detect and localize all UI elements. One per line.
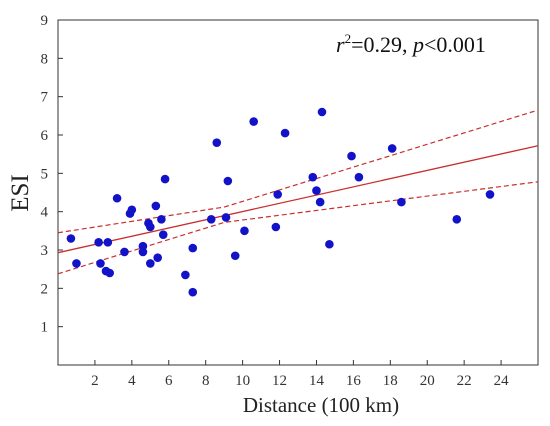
data-point: [146, 222, 155, 232]
data-point: [112, 193, 122, 203]
regression-line: [57, 145, 539, 254]
data-point: [387, 144, 397, 153]
data-point: [146, 259, 155, 268]
data-point: [317, 107, 327, 117]
regression-layer: [57, 109, 539, 275]
data-point: [72, 259, 81, 268]
data-point: [66, 234, 76, 243]
data-point: [325, 239, 334, 249]
data-point: [158, 230, 168, 239]
data-point: [188, 243, 198, 253]
y-tick-label: 7: [41, 90, 49, 106]
data-point: [315, 197, 325, 207]
data-point: [223, 176, 233, 186]
stats-annotation: r2=0.29, p<0.001: [336, 31, 486, 57]
data-point: [206, 215, 216, 224]
data-point: [127, 205, 137, 215]
data-point: [485, 190, 495, 199]
data-point: [230, 251, 240, 261]
data-point: [221, 213, 231, 222]
x-tick-label: 16: [346, 373, 362, 389]
x-tick-label: 2: [91, 373, 99, 389]
y-tick-label: 5: [41, 166, 49, 182]
x-tick-label: 14: [309, 373, 325, 389]
data-point: [354, 172, 364, 182]
r-exponent: 2: [345, 31, 352, 46]
data-point: [94, 238, 103, 247]
y-tick-label: 4: [41, 205, 49, 221]
data-point: [181, 270, 190, 280]
r-value: =0.29,: [351, 32, 413, 57]
data-point: [212, 138, 222, 147]
y-tick-label: 2: [41, 281, 49, 297]
x-tick-label: 24: [494, 373, 510, 389]
data-point: [347, 151, 356, 161]
data-point: [188, 287, 198, 297]
data-point: [240, 226, 249, 236]
x-axis-title: Distance (100 km): [243, 393, 399, 417]
confidence-upper-line: [57, 109, 539, 234]
p-symbol: p: [411, 32, 424, 57]
data-point: [103, 238, 113, 247]
data-point: [96, 259, 105, 268]
y-tick-label: 9: [41, 13, 49, 29]
data-point: [157, 215, 166, 224]
x-tick-label: 22: [457, 373, 472, 389]
data-point: [249, 117, 258, 126]
x-tick-label: 20: [420, 373, 435, 389]
data-point: [153, 253, 162, 262]
p-value: <0.001: [424, 32, 486, 57]
data-point: [308, 172, 318, 182]
confidence-lower-line: [57, 181, 539, 275]
data-point: [452, 215, 462, 224]
data-point: [397, 197, 406, 207]
data-point: [138, 247, 148, 257]
data-point: [160, 174, 170, 184]
data-point: [271, 222, 281, 232]
data-point: [151, 201, 161, 211]
y-tick-label: 6: [41, 128, 49, 144]
data-points: [66, 107, 495, 297]
plot-frame: [57, 19, 539, 366]
data-point: [120, 247, 129, 257]
y-axis-title: ESI: [7, 174, 34, 212]
y-tick-label: 8: [41, 51, 49, 67]
data-point: [280, 128, 290, 138]
x-tick-label: 10: [235, 373, 250, 389]
x-tick-label: 8: [202, 373, 210, 389]
r-symbol: r: [336, 32, 345, 57]
x-tick-label: 6: [165, 373, 173, 389]
data-point: [273, 190, 282, 199]
x-tick-label: 18: [383, 373, 398, 389]
y-tick-label: 3: [41, 243, 49, 259]
data-point: [105, 268, 114, 278]
x-tick-label: 4: [128, 373, 136, 389]
x-tick-label: 12: [272, 373, 287, 389]
y-tick-label: 1: [41, 320, 49, 336]
data-point: [312, 186, 321, 195]
